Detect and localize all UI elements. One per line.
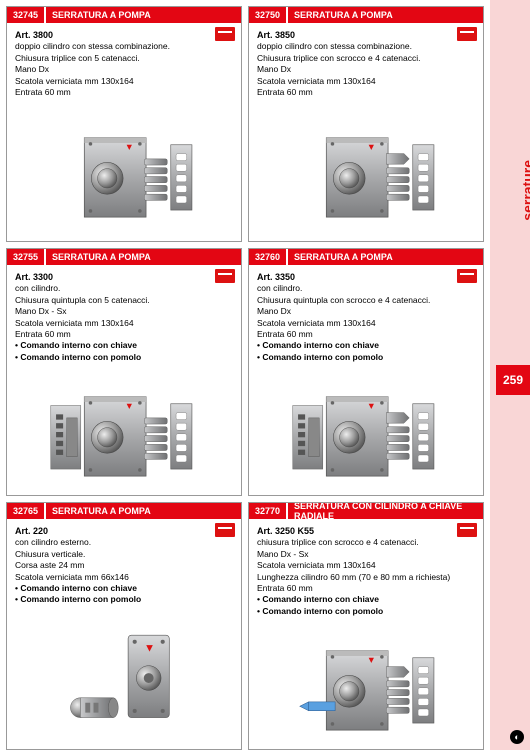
product-code: 32765	[7, 503, 44, 519]
product-title: SERRATURA A POMPA	[46, 249, 241, 265]
card-header: 32755 SERRATURA A POMPA	[7, 249, 241, 265]
image-wrapper	[249, 623, 483, 749]
spec-line: Entrata 60 mm	[257, 583, 475, 594]
image-wrapper	[249, 104, 483, 241]
option-line: • Comando interno con chiave	[257, 594, 475, 605]
product-card: 32750 SERRATURA A POMPA Art. 3850 doppio…	[248, 6, 484, 242]
spec-line: Entrata 60 mm	[257, 329, 475, 340]
spec-line: Scatola verniciata mm 130x164	[15, 76, 233, 87]
product-image	[49, 377, 199, 487]
spec-line: Scatola verniciata mm 130x164	[257, 318, 475, 329]
spec-line: Mano Dx - Sx	[15, 306, 233, 317]
spec-line: Chiusura verticale.	[15, 549, 233, 560]
spec-line: Lunghezza cilindro 60 mm (70 e 80 mm a r…	[257, 572, 475, 583]
spec-line: Scatola verniciata mm 130x164	[257, 76, 475, 87]
brand-badge-icon	[215, 523, 235, 537]
product-code: 32745	[7, 7, 44, 23]
article-number: Art. 3800	[15, 29, 233, 41]
product-image	[291, 118, 441, 228]
spec-line: Mano Dx	[15, 64, 233, 75]
spec-line: Scatola verniciata mm 66x146	[15, 572, 233, 583]
product-title: SERRATURA A POMPA	[288, 249, 483, 265]
spec-line: Chiusura quintupla con scrocco e 4 caten…	[257, 295, 475, 306]
spec-line: Scatola verniciata mm 130x164	[15, 318, 233, 329]
article-number: Art. 3850	[257, 29, 475, 41]
card-header: 32765 SERRATURA A POMPA	[7, 503, 241, 519]
option-line: • Comando interno con chiave	[257, 340, 475, 351]
product-card: 32745 SERRATURA A POMPA Art. 3800 doppio…	[6, 6, 242, 242]
option-line: • Comando interno con pomolo	[257, 606, 475, 617]
article-number: Art. 3250 K55	[257, 525, 475, 537]
spec-line: Entrata 60 mm	[15, 87, 233, 98]
product-card: 32765 SERRATURA A POMPA Art. 220 con cil…	[6, 502, 242, 750]
spec-line: Mano Dx	[257, 64, 475, 75]
spec-line: con cilindro.	[15, 283, 233, 294]
brand-badge-icon	[215, 269, 235, 283]
brand-badge-icon	[457, 269, 477, 283]
spec-line: Mano Dx - Sx	[257, 549, 475, 560]
product-image	[54, 623, 194, 738]
spec-line: Chiusura triplice con scrocco e 4 catena…	[257, 53, 475, 64]
article-number: Art. 220	[15, 525, 233, 537]
image-wrapper	[7, 369, 241, 495]
option-line: • Comando interno con pomolo	[257, 352, 475, 363]
image-wrapper	[7, 612, 241, 749]
spec-line: Entrata 60 mm	[15, 329, 233, 340]
product-code: 32770	[249, 503, 286, 519]
spec-line: Scatola verniciata mm 130x164	[257, 560, 475, 571]
spec-line: Chiusura triplice con 5 catenacci.	[15, 53, 233, 64]
spec-line: Chiusura quintupla con 5 catenacci.	[15, 295, 233, 306]
card-body: Art. 3850 doppio cilindro con stessa com…	[249, 23, 483, 104]
product-title: SERRATURA CON CILINDRO A CHIAVE RADIALE	[288, 503, 483, 519]
card-body: Art. 3800 doppio cilindro con stessa com…	[7, 23, 241, 104]
product-title: SERRATURA A POMPA	[288, 7, 483, 23]
product-title: SERRATURA A POMPA	[46, 503, 241, 519]
product-code: 32750	[249, 7, 286, 23]
category-label: serrature	[520, 160, 530, 221]
option-line: • Comando interno con pomolo	[15, 594, 233, 605]
product-title: SERRATURA A POMPA	[46, 7, 241, 23]
card-header: 32745 SERRATURA A POMPA	[7, 7, 241, 23]
product-image	[291, 377, 441, 487]
image-wrapper	[249, 369, 483, 495]
spec-line: con cilindro esterno.	[15, 537, 233, 548]
card-body: Art. 3350 con cilindro.Chiusura quintupl…	[249, 265, 483, 369]
product-code: 32760	[249, 249, 286, 265]
side-strip: serrature 259 ◐	[490, 0, 530, 750]
card-body: Art. 3300 con cilindro.Chiusura quintupl…	[7, 265, 241, 369]
option-line: • Comando interno con chiave	[15, 583, 233, 594]
option-line: • Comando interno con chiave	[15, 340, 233, 351]
spec-line: Mano Dx	[257, 306, 475, 317]
card-header: 32770 SERRATURA CON CILINDRO A CHIAVE RA…	[249, 503, 483, 519]
spec-line: doppio cilindro con stessa combinazione.	[257, 41, 475, 52]
article-number: Art. 3350	[257, 271, 475, 283]
spec-line: chiusura triplice con scrocco e 4 catena…	[257, 537, 475, 548]
brand-badge-icon	[457, 27, 477, 41]
product-image	[291, 631, 441, 741]
spec-line: doppio cilindro con stessa combinazione.	[15, 41, 233, 52]
card-body: Art. 3250 K55 chiusura triplice con scro…	[249, 519, 483, 623]
spec-line: Corsa aste 24 mm	[15, 560, 233, 571]
product-card: 32760 SERRATURA A POMPA Art. 3350 con ci…	[248, 248, 484, 496]
product-code: 32755	[7, 249, 44, 265]
footer-logo-dot: ◐	[510, 730, 524, 744]
brand-badge-icon	[457, 523, 477, 537]
article-number: Art. 3300	[15, 271, 233, 283]
product-card: 32770 SERRATURA CON CILINDRO A CHIAVE RA…	[248, 502, 484, 750]
card-header: 32760 SERRATURA A POMPA	[249, 249, 483, 265]
spec-line: con cilindro.	[257, 283, 475, 294]
product-card: 32755 SERRATURA A POMPA Art. 3300 con ci…	[6, 248, 242, 496]
option-line: • Comando interno con pomolo	[15, 352, 233, 363]
brand-badge-icon	[215, 27, 235, 41]
card-header: 32750 SERRATURA A POMPA	[249, 7, 483, 23]
image-wrapper	[7, 104, 241, 241]
card-body: Art. 220 con cilindro esterno.Chiusura v…	[7, 519, 241, 612]
product-image	[49, 118, 199, 228]
spec-line: Entrata 60 mm	[257, 87, 475, 98]
page-number-tab: 259	[496, 365, 530, 395]
